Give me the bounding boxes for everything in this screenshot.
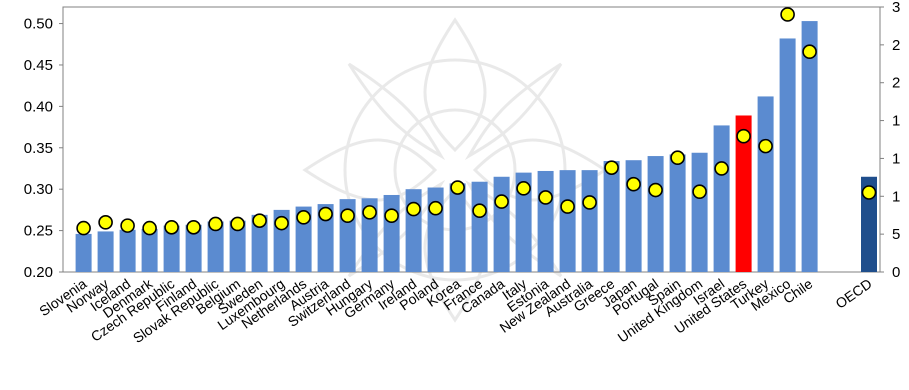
marker-point (692, 184, 707, 199)
marker-point (714, 161, 729, 176)
bar (757, 96, 774, 272)
y2-tick-label: 1 (892, 113, 900, 130)
markers (76, 7, 877, 236)
marker-point (450, 180, 465, 195)
marker-point (626, 176, 641, 192)
y2-tick-label: 2 (892, 75, 900, 92)
bar (493, 176, 510, 272)
bar (861, 176, 877, 272)
marker-point (296, 210, 311, 225)
marker-point (582, 195, 597, 210)
y2-tick-label: 0 (892, 264, 900, 281)
y2-tick-label: 5 (892, 226, 900, 243)
y-tick-label: 0.50 (24, 16, 53, 33)
marker-point (802, 44, 817, 60)
y2-tick-label: 3 (892, 0, 900, 16)
axes: 0.20 0.25 0.30 0.35 0.40 0.45 0.50 0 5 1 1 1 2 2 3 (24, 0, 901, 281)
watermark-emblem (302, 17, 608, 323)
bar (119, 229, 136, 272)
marker-point (252, 213, 267, 228)
marker-point (98, 215, 113, 230)
bar (779, 38, 796, 272)
bar (427, 187, 444, 272)
y2-tick-label: 1 (892, 188, 900, 205)
marker-point (230, 216, 245, 232)
bar (515, 172, 532, 272)
marker-point (516, 181, 531, 196)
marker-point (362, 205, 377, 220)
marker-point (861, 185, 877, 200)
bar (97, 231, 114, 272)
bar (669, 154, 686, 272)
marker-point (186, 219, 201, 235)
bar (647, 156, 664, 272)
bar (207, 221, 224, 272)
bar (713, 125, 730, 272)
marker-point (208, 216, 223, 232)
marker-point (472, 203, 487, 219)
marker-point (384, 208, 399, 223)
bar (141, 228, 158, 272)
y-tick-label: 0.30 (24, 181, 53, 198)
bar (471, 181, 488, 272)
marker-point (406, 201, 421, 217)
y2-tick-label: 2 (892, 37, 900, 54)
y-tick-label: 0.45 (24, 57, 53, 74)
y-tick-label: 0.40 (24, 98, 53, 115)
marker-point (538, 190, 553, 205)
marker-point (560, 199, 575, 214)
bar (603, 161, 620, 272)
marker-point (318, 206, 333, 222)
plot-frame (62, 6, 881, 273)
marker-point (76, 220, 91, 236)
bar (317, 204, 334, 272)
marker-point (340, 208, 355, 223)
x-tick-label: OECD (832, 275, 874, 311)
bar (735, 115, 752, 272)
bar (251, 214, 268, 272)
bar (185, 224, 202, 272)
bar (581, 170, 598, 272)
marker-point (736, 128, 751, 144)
marker-point (780, 7, 795, 22)
y-tick-label: 0.35 (24, 140, 53, 157)
bar (691, 152, 708, 272)
bar (559, 170, 576, 272)
bar (229, 220, 246, 272)
bar (75, 233, 92, 272)
marker-point (758, 138, 773, 154)
marker-point (648, 182, 663, 198)
marker-point (494, 194, 509, 209)
bar (537, 170, 554, 272)
y-tick-label: 0.25 (24, 223, 53, 240)
marker-point (164, 219, 179, 235)
bars (75, 21, 877, 272)
y-tick-label: 0.20 (24, 264, 53, 281)
y2-tick-label: 1 (892, 150, 900, 167)
bar (405, 189, 422, 272)
marker-point (604, 160, 619, 175)
bar (163, 225, 180, 272)
bar (801, 21, 818, 272)
marker-point (274, 215, 289, 231)
marker-point (120, 218, 135, 233)
marker-point (142, 220, 157, 236)
bar (449, 183, 466, 272)
bar (383, 194, 400, 272)
marker-point (428, 200, 443, 216)
marker-point (670, 150, 685, 166)
